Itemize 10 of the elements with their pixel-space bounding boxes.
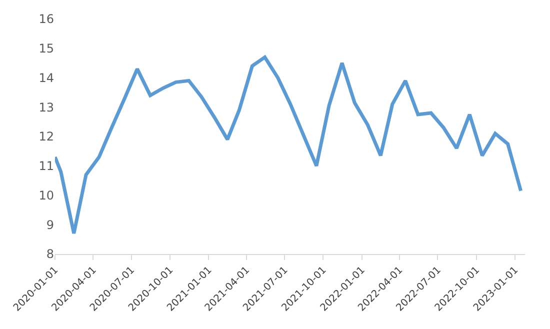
- y-tick-label: 10: [38, 188, 54, 202]
- line-series: [55, 55, 523, 236]
- y-tick-label: 8: [46, 247, 54, 262]
- y-tick-label: 15: [38, 42, 54, 56]
- y-tick-label: 16: [38, 12, 54, 26]
- y-tick-label: 9: [46, 218, 54, 232]
- y-tick-label: 12: [38, 130, 54, 144]
- y-tick-label: 14: [38, 70, 54, 85]
- y-tick-label: 11: [38, 159, 54, 174]
- y-tick-label: 13: [38, 100, 54, 114]
